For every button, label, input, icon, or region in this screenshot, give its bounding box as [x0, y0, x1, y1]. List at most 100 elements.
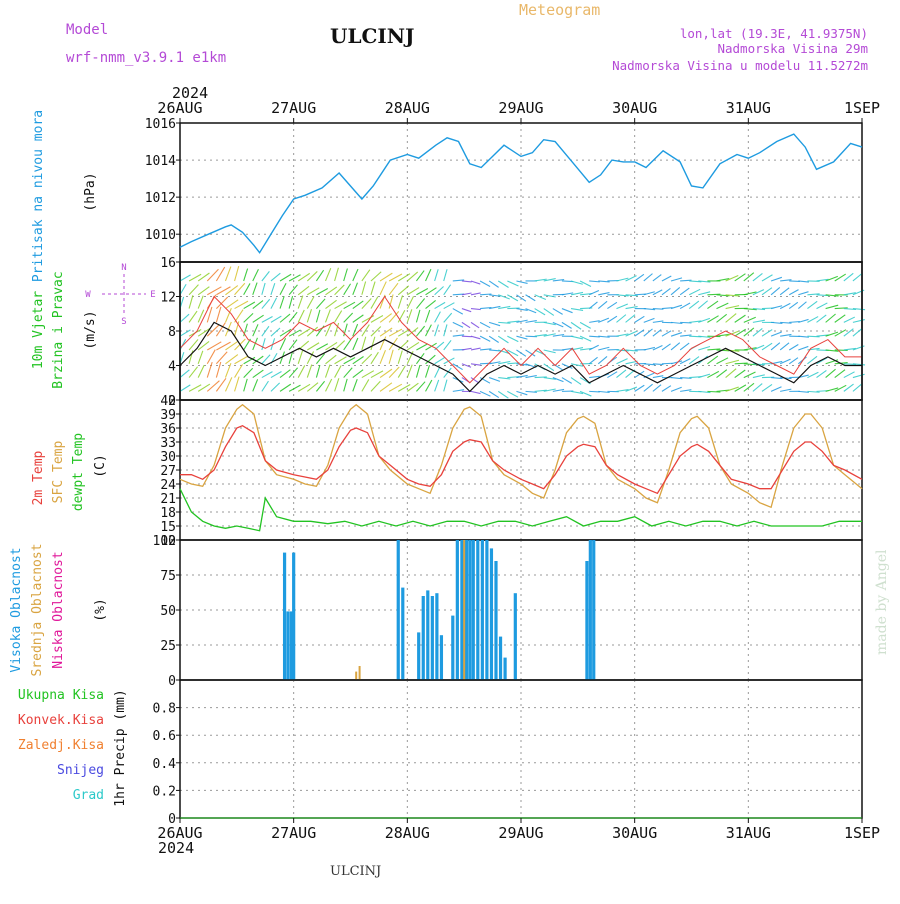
wind-barb: [335, 285, 345, 295]
wind-barb: [735, 329, 746, 336]
wind-barb: [235, 377, 239, 392]
wind-barb: [780, 343, 789, 350]
panel-frame: [180, 123, 862, 262]
x-tick-label-bottom: 29AUG: [498, 824, 543, 842]
high-cloud-bar: [503, 658, 506, 680]
wind-barb: [271, 298, 277, 309]
wind-barb: [653, 275, 661, 281]
wind-barb: [589, 321, 599, 323]
wind-barb: [589, 281, 600, 282]
wind-barb: [344, 379, 347, 392]
pressure-axis-labels: Pritisak na nivou mora (hPa): [31, 110, 98, 282]
wind-barb: [426, 300, 436, 308]
wind-barb: [371, 297, 378, 309]
wind-barb: [844, 317, 855, 322]
wind-unit: (m/s): [83, 310, 98, 349]
high-cloud-bar: [514, 593, 517, 680]
y-tick-label: 1016: [145, 117, 176, 132]
wind-barb: [689, 301, 699, 308]
wind-barb: [216, 378, 226, 391]
wind-barb: [780, 288, 789, 295]
wind-barb: [853, 273, 862, 281]
legend-ukupna-kisa: Ukupna Kisa: [18, 688, 104, 703]
wind-barb: [653, 385, 661, 392]
wind-barb: [316, 365, 319, 378]
wind-barb: [353, 338, 358, 350]
high-cloud-bar: [431, 596, 434, 680]
wind-barb: [853, 328, 862, 336]
wind-barb: [835, 315, 846, 323]
wind-barb: [316, 299, 325, 309]
wind-barb: [680, 288, 689, 295]
high-cloud-bar: [494, 561, 497, 680]
wind-barb: [253, 379, 258, 391]
x-tick-label-bottom: 30AUG: [612, 824, 657, 842]
high-cloud-bar: [589, 540, 592, 680]
compass-s: S: [121, 317, 126, 327]
wind-barb: [407, 365, 412, 378]
wind-barb: [435, 380, 439, 392]
wind-barb: [789, 344, 798, 350]
wind-barb: [644, 329, 653, 336]
wind-barb: [435, 367, 440, 378]
wind-barb: [671, 387, 682, 391]
wind-barb: [362, 379, 369, 391]
wind-barb: [535, 309, 545, 315]
wind-barb: [498, 391, 508, 398]
wind-barb: [262, 326, 269, 336]
precip-axis-labels: Ukupna Kisa Konvek.Kisa Zaledj.Kisa Snij…: [18, 688, 128, 807]
wind-barb: [416, 310, 419, 323]
wind-barb: [253, 315, 264, 322]
x-tick-label-bottom: 28AUG: [385, 824, 430, 842]
high-cloud-bar: [422, 596, 425, 680]
wind-barb: [244, 283, 250, 294]
wind-barb: [526, 295, 536, 301]
wind-barb: [389, 283, 398, 295]
high-cloud-bar: [485, 540, 488, 680]
wind-barb: [598, 301, 607, 308]
wind-barb: [717, 303, 729, 308]
cloud-unit: (%): [93, 598, 108, 621]
wind-barb: [380, 337, 386, 350]
wind-barb: [762, 384, 772, 391]
wind-barb: [216, 362, 220, 378]
wind-barb: [344, 284, 351, 295]
high-cloud-bar: [456, 540, 459, 680]
wind-barb: [325, 268, 330, 281]
wind-barb: [280, 384, 291, 391]
wind-barb: [362, 298, 371, 308]
wind-barb: [671, 343, 680, 350]
wind-barb: [480, 391, 490, 396]
high-cloud-bar: [490, 548, 493, 680]
y-tick-label: 75: [160, 569, 176, 584]
wind-barb: [826, 369, 836, 377]
wind-barb: [771, 343, 780, 350]
wind-barb: [435, 269, 439, 281]
wind-barb: [271, 371, 282, 377]
wind-barb: [335, 365, 342, 377]
wind-barb: [371, 352, 378, 364]
wind-barb: [644, 384, 653, 391]
wind-barb: [416, 365, 420, 378]
wind-barb: [589, 302, 597, 309]
wind-barb: [335, 341, 345, 350]
wind-barb: [380, 383, 392, 392]
wind-barb: [289, 340, 297, 350]
wind-barb: [444, 303, 455, 309]
wind-barb: [553, 309, 563, 315]
wind-barb: [444, 324, 447, 336]
plot-layer: 1010101210141016048121612151821242730333…: [145, 99, 880, 842]
wind-barb: [471, 364, 481, 365]
wind-barb: [325, 300, 336, 308]
wind-barb: [598, 318, 609, 322]
wind-barb: [844, 384, 854, 391]
wind-barb: [362, 281, 366, 294]
wind-barb: [471, 293, 481, 295]
high-cloud-bar: [472, 540, 475, 680]
y-tick-label: 0.2: [153, 784, 176, 799]
high-cloud-bar: [476, 540, 479, 680]
wind-barb: [262, 271, 270, 281]
wind-barb: [353, 379, 357, 391]
